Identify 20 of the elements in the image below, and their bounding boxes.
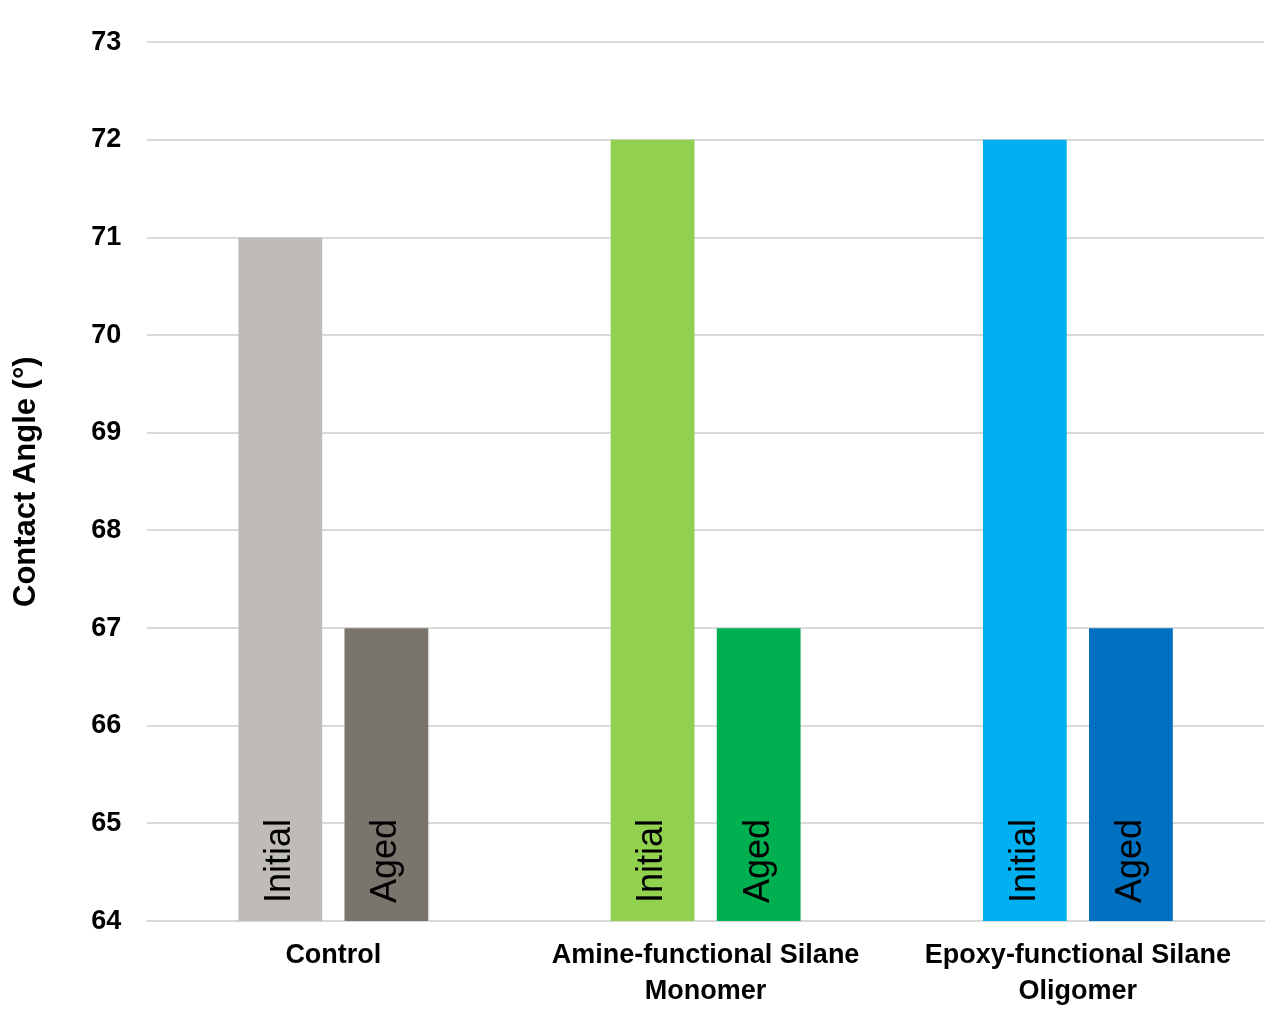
y-tick-label: 68 — [91, 513, 122, 544]
x-tick-label: Control — [285, 938, 382, 969]
y-tick-label: 66 — [91, 709, 122, 740]
y-axis-title: Contact Angle (°) — [7, 356, 43, 607]
text: Aged — [363, 819, 405, 904]
text: Initial — [629, 819, 671, 904]
y-tick-label: 69 — [91, 416, 122, 447]
y-tick-label: 71 — [91, 220, 122, 251]
y-tick-label: 67 — [91, 611, 122, 642]
y-tick-label: 72 — [91, 123, 122, 154]
y-tick-label: 70 — [91, 318, 122, 349]
text: Aged — [1107, 819, 1149, 904]
x-tick-label: Epoxy-functional Silane Oligomer — [924, 938, 1231, 1006]
y-tick-label: 73 — [91, 25, 122, 56]
y-tick-label: 64 — [91, 904, 122, 935]
series-label: Initial — [257, 819, 299, 904]
x-tick-label: Amine-functional Silane Monomer — [551, 938, 860, 1006]
text: Initial — [1001, 819, 1043, 904]
y-tick-label: 65 — [91, 806, 122, 837]
series-label: Aged — [735, 819, 777, 904]
